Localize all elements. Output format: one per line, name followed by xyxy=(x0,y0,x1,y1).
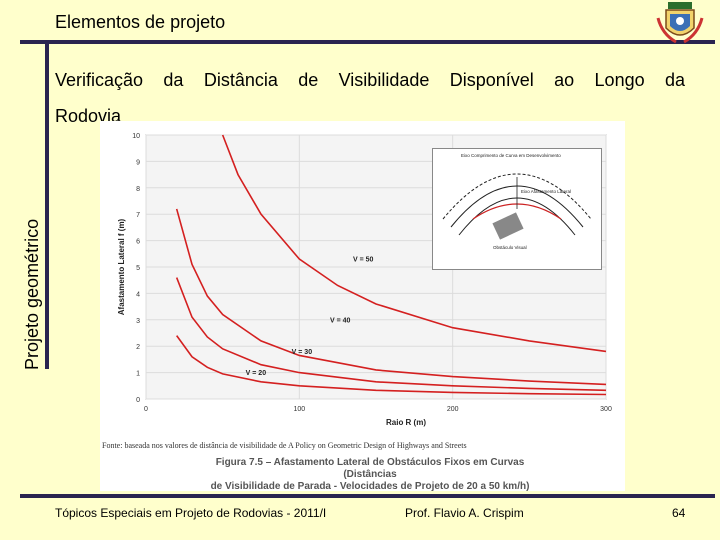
series-label: V = 40 xyxy=(330,317,351,324)
footer-author: Prof. Flavio A. Crispim xyxy=(405,506,524,520)
x-tick-label: 100 xyxy=(293,406,305,413)
x-tick-label: 300 xyxy=(600,406,612,413)
y-tick-label: 3 xyxy=(136,318,140,325)
y-tick-label: 8 xyxy=(136,186,140,193)
y-tick-label: 1 xyxy=(136,371,140,378)
header-rule xyxy=(20,40,715,44)
y-tick-label: 5 xyxy=(136,265,140,272)
series-line-v20 xyxy=(176,335,607,396)
figure-caption-line1: Figura 7.5 – Afastamento Lateral de Obst… xyxy=(215,457,525,480)
curve-diagram-inset: Eixo Comprimento de Curva em Desenvolvim… xyxy=(432,148,602,270)
y-tick-label: 4 xyxy=(136,291,140,298)
figure-caption-line2: de Visibilidade de Parada - Velocidades … xyxy=(210,481,530,492)
y-tick-label: 0 xyxy=(136,397,140,404)
y-tick-label: 7 xyxy=(136,212,140,219)
curve-diagram: Eixo Comprimento de Curva em Desenvolvim… xyxy=(442,153,592,250)
y-tick-label: 10 xyxy=(132,133,140,140)
y-tick-label: 2 xyxy=(136,344,140,351)
inset-label-2: Eixo Afastamento Lateral xyxy=(521,189,571,194)
figure-source: Fonte: baseada nos valores de distância … xyxy=(102,441,467,450)
series-line-v40 xyxy=(175,208,607,386)
page-number: 64 xyxy=(672,506,686,520)
header-title: Elementos de projeto xyxy=(55,12,226,32)
y-axis-label: Afastamento Lateral f (m) xyxy=(117,218,126,315)
series-label: V = 20 xyxy=(246,370,267,377)
series-label: V = 30 xyxy=(292,349,313,356)
x-tick-label: 0 xyxy=(144,406,148,413)
figure-caption: Figura 7.5 – Afastamento Lateral de Obst… xyxy=(205,457,535,493)
inset-label-1: Eixo Comprimento de Curva em Desenvolvim… xyxy=(461,153,561,158)
x-tick-label: 200 xyxy=(447,406,459,413)
slide-subtitle: Verificação da Distância de Visibilidade… xyxy=(55,70,685,90)
footer-course: Tópicos Especiais em Projeto de Rodovias… xyxy=(55,506,327,520)
footer-rule xyxy=(20,494,715,498)
side-label: Projeto geométrico xyxy=(22,218,42,370)
inset-label-3: Obstáculo Visual xyxy=(493,245,527,250)
series-line-v50 xyxy=(221,134,607,353)
series-line-v30 xyxy=(175,277,607,392)
series-label: V = 50 xyxy=(353,257,374,264)
figure: 0 1 2 3 4 5 6 7 8 9 10 0 100 200 300 Raio R (m) Afastame… xyxy=(100,121,625,493)
x-axis-label: Raio R (m) xyxy=(386,418,426,427)
side-bar xyxy=(45,44,49,369)
y-tick-label: 9 xyxy=(136,159,140,166)
university-crest-icon xyxy=(656,2,704,44)
y-tick-label: 6 xyxy=(136,239,140,246)
